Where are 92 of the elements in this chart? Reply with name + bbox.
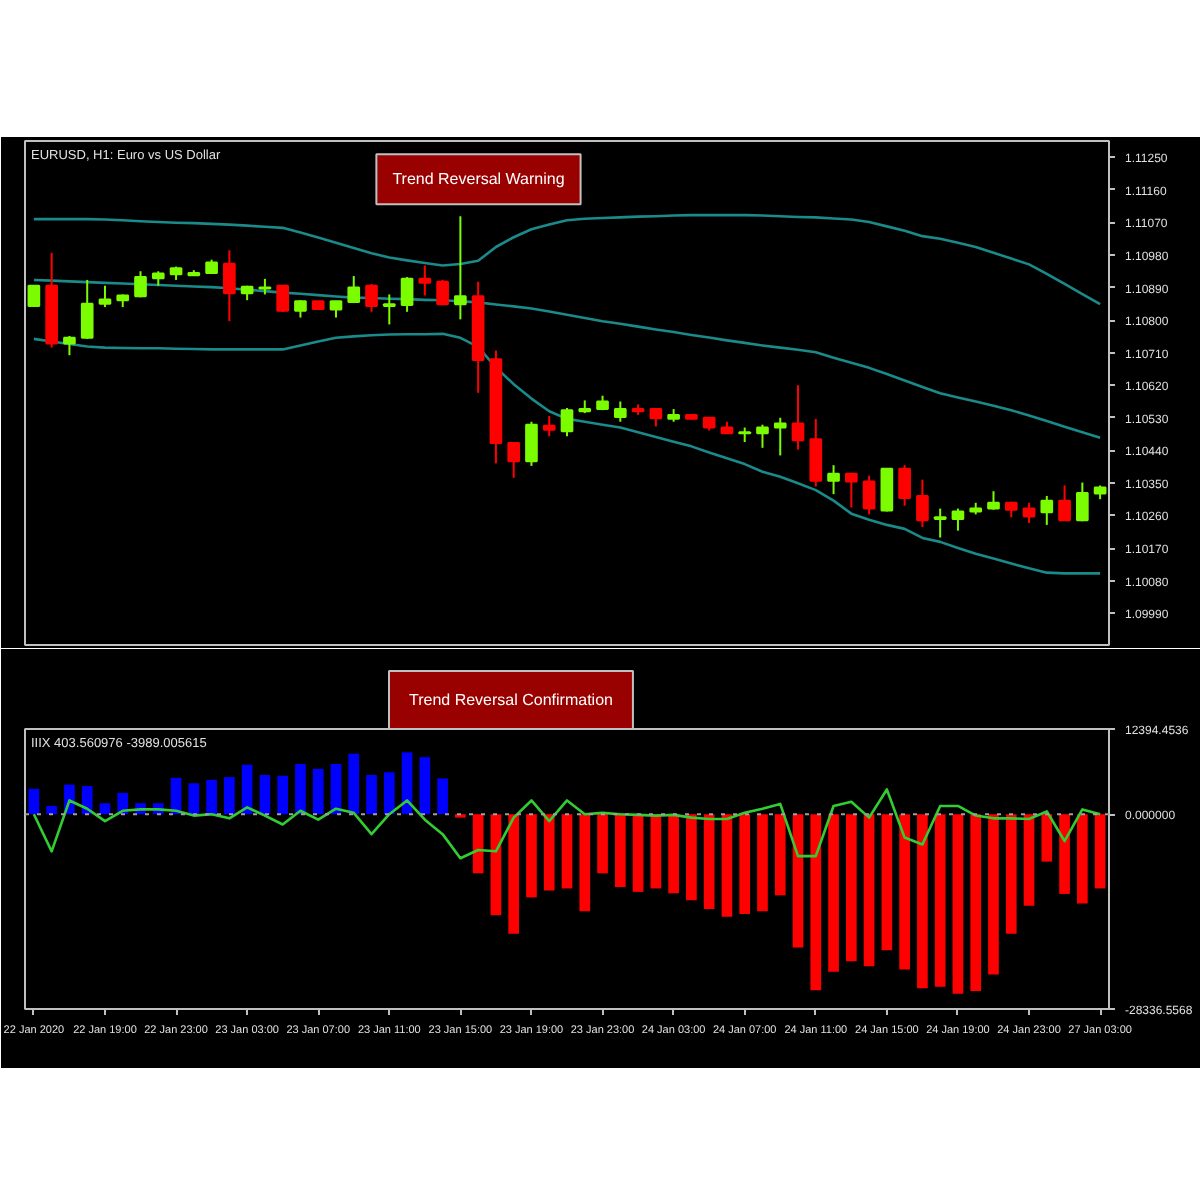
annotation: Trend Reversal Warning — [392, 170, 565, 189]
bar — [757, 814, 768, 912]
bar — [543, 814, 555, 891]
line-series — [32, 213, 1102, 306]
bar — [668, 814, 679, 894]
candlestick — [27, 284, 41, 307]
bar — [792, 814, 804, 948]
bar — [650, 814, 662, 889]
bar — [1059, 814, 1070, 894]
bar — [1094, 814, 1106, 889]
candlestick — [951, 507, 965, 532]
bar — [526, 814, 537, 898]
bar — [863, 814, 875, 967]
bar — [28, 788, 40, 815]
text: Trend Reversal Confirmation — [409, 691, 613, 709]
bar — [188, 783, 200, 815]
candlestick — [507, 442, 521, 479]
bar — [224, 777, 235, 815]
bar — [579, 814, 591, 912]
line-series — [32, 788, 1102, 860]
bar — [46, 805, 57, 815]
candlestick — [436, 278, 449, 306]
bar — [383, 772, 395, 815]
bar — [934, 814, 946, 987]
bar — [970, 814, 982, 991]
candlestick — [827, 464, 840, 496]
bar — [721, 814, 733, 917]
candlestick — [613, 400, 627, 423]
bar — [952, 814, 964, 994]
candlestick — [1058, 484, 1071, 522]
candlestick — [365, 282, 378, 313]
bar — [259, 775, 271, 815]
bar — [206, 779, 217, 815]
candlestick — [347, 274, 361, 305]
bar — [1005, 814, 1017, 934]
candlestick — [134, 270, 147, 299]
candlestick — [542, 414, 556, 438]
bar — [988, 814, 999, 975]
candlestick — [454, 215, 467, 321]
candlestick — [916, 478, 929, 529]
bar — [1023, 814, 1035, 906]
candlestick — [791, 384, 805, 451]
candlestick — [880, 467, 894, 513]
bar — [810, 814, 822, 991]
candlestick — [809, 417, 823, 488]
candlestick — [80, 278, 94, 340]
bar — [1077, 814, 1088, 904]
bar — [881, 814, 893, 951]
candlestick — [845, 471, 858, 509]
bar — [366, 775, 377, 815]
bar — [739, 814, 751, 914]
candlestick — [898, 464, 911, 507]
bar — [419, 757, 431, 815]
candlestick — [649, 407, 663, 428]
candlestick — [63, 335, 76, 357]
bar — [614, 814, 626, 888]
bar — [1041, 814, 1053, 862]
candlestick — [987, 490, 1000, 511]
candlestick — [862, 474, 876, 516]
candlestick — [933, 507, 947, 539]
candlestick — [1040, 494, 1054, 526]
line-series — [32, 332, 1102, 575]
candlestick — [756, 423, 769, 449]
bar — [508, 814, 520, 934]
candlestick — [276, 284, 289, 313]
bar — [917, 814, 928, 989]
bar — [703, 814, 715, 910]
bar — [561, 814, 573, 889]
bar — [686, 814, 697, 901]
candlestick — [560, 407, 574, 438]
bar — [828, 814, 839, 972]
bar — [312, 768, 324, 815]
candlestick — [98, 284, 112, 309]
candlestick — [1076, 481, 1089, 523]
bar — [99, 803, 111, 815]
candlestick — [1022, 501, 1036, 525]
bar — [774, 814, 786, 896]
bar — [277, 775, 288, 815]
candlestick — [773, 416, 787, 457]
candlestick — [418, 264, 432, 297]
bar — [348, 753, 360, 815]
bar — [632, 814, 644, 892]
bar — [437, 778, 448, 815]
candlestick — [400, 276, 414, 313]
candlestick — [525, 420, 538, 467]
bar — [295, 764, 306, 815]
bar — [597, 814, 608, 874]
bar — [846, 814, 857, 962]
candlestick — [223, 249, 236, 323]
bar — [899, 814, 910, 970]
bar — [490, 814, 502, 916]
candlestick — [382, 293, 396, 326]
